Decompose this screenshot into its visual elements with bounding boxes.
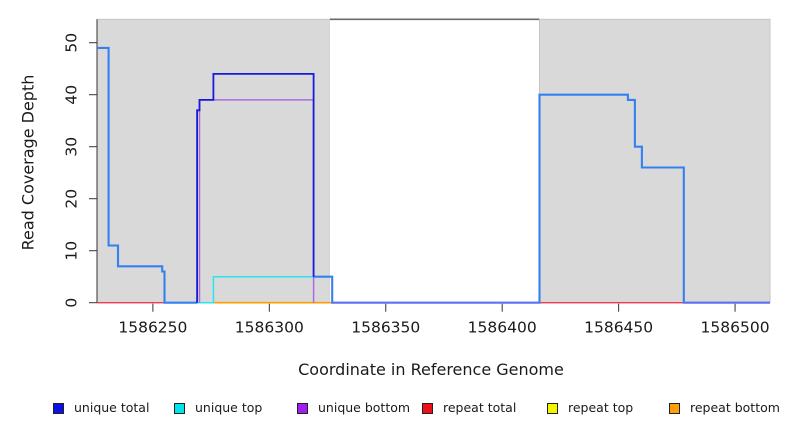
series-unique-top (197, 275, 314, 304)
x-tick-label: 1586350 (351, 319, 420, 337)
repeat-top-swatch-icon (547, 402, 558, 414)
white-repeat-region (329, 19, 540, 303)
right-gray-region (538, 18, 771, 304)
series-light-blue-coverage-left-flank- (97, 46, 198, 304)
y-tick-label: 0 (63, 298, 81, 308)
legend-label: unique bottom (318, 400, 411, 415)
x-tick-label: 1586300 (235, 319, 304, 337)
repeat-total-swatch-icon (422, 402, 433, 414)
y-tick-label: 40 (63, 85, 81, 105)
unique-bottom-swatch-icon (297, 402, 308, 414)
legend: unique total unique top unique bottom re… (0, 399, 792, 419)
unique-total-swatch-icon (53, 402, 64, 414)
y-tick-label: 10 (63, 241, 81, 261)
x-tick-label: 1586250 (118, 319, 187, 337)
legend-item-repeat-total: repeat total (422, 399, 516, 417)
legend-label: repeat top (568, 400, 634, 415)
y-tick-label: 50 (63, 33, 81, 53)
left-gray-region (96, 18, 331, 304)
unique-top-swatch-icon (174, 402, 185, 414)
x-tick-label: 1586400 (468, 319, 537, 337)
y-tick-label: 30 (63, 137, 81, 157)
legend-label: repeat total (443, 400, 517, 415)
repeat-bottom-swatch-icon (669, 402, 680, 414)
x-tick-label: 1586500 (701, 319, 770, 337)
x-tick-label: 1586450 (584, 319, 653, 337)
legend-item-unique-total: unique total (53, 399, 149, 417)
legend-item-repeat-top: repeat top (547, 399, 633, 417)
legend-item-repeat-bottom: repeat bottom (669, 399, 780, 417)
y-tick-label: 20 (63, 189, 81, 209)
series-unique-total (196, 73, 315, 303)
legend-item-unique-bottom: unique bottom (297, 399, 410, 417)
legend-label: repeat bottom (690, 400, 780, 415)
x-axis-title: Coordinate in Reference Genome (298, 360, 564, 379)
legend-label: unique top (195, 400, 263, 415)
y-axis-title: Read Coverage Depth (18, 74, 38, 251)
legend-item-unique-top: unique top (174, 399, 262, 417)
legend-label: unique total (74, 400, 150, 415)
